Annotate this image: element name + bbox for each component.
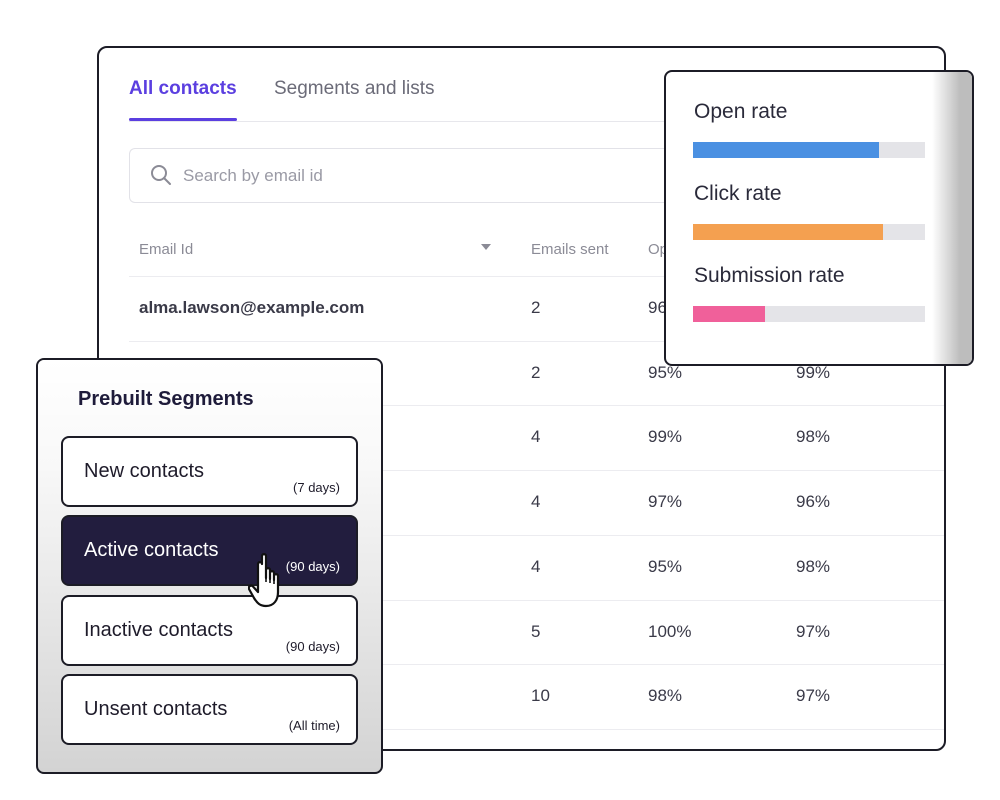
cell-open-rate: 98% <box>648 686 683 706</box>
submission-rate-bar <box>693 306 925 322</box>
open-rate-bar <box>693 142 925 158</box>
segments-title: Prebuilt Segments <box>78 388 254 410</box>
submission-rate-bar-fill <box>693 306 765 322</box>
segment-inactive-contacts[interactable]: Inactive contacts (90 days) <box>61 595 358 666</box>
segment-name: Unsent contacts <box>84 698 228 720</box>
cell-click-rate: 96% <box>796 492 831 512</box>
segment-period: (All time) <box>288 718 340 733</box>
row-divider <box>129 341 944 342</box>
active-tab-indicator <box>129 118 237 121</box>
cell-open-rate: 96 <box>648 298 667 317</box>
cell-click-rate: 97% <box>796 621 831 641</box>
row-divider <box>129 664 944 665</box>
cell-emails-sent: 4 <box>531 556 541 576</box>
segment-name: Inactive contacts <box>84 619 233 641</box>
segment-active-contacts[interactable]: Active contacts (90 days) <box>61 515 358 586</box>
tab-all-contacts[interactable]: All contacts <box>129 78 237 99</box>
prebuilt-segments-panel: Prebuilt Segments New contacts (7 days) … <box>36 358 383 774</box>
cell-click-rate: 98% <box>796 556 831 576</box>
row-divider <box>129 470 944 471</box>
segment-name: New contacts <box>84 460 205 482</box>
cell-open-rate: 100% <box>648 621 692 641</box>
hand-pointer-icon <box>247 552 296 615</box>
cell-click-rate: 99% <box>796 362 831 382</box>
cell-email: alma.lawson@example.com <box>139 298 365 317</box>
search-box <box>129 148 689 203</box>
segment-period: (7 days) <box>293 480 340 495</box>
cell-emails-sent: 5 <box>531 621 541 641</box>
tab-bar: All contacts Segments and lists <box>129 48 689 122</box>
cell-emails-sent: 2 <box>531 362 541 382</box>
row-divider <box>129 405 944 406</box>
click-rate-bar-fill <box>693 224 884 240</box>
cell-emails-sent: 10 <box>531 686 550 706</box>
cell-click-rate: 97% <box>796 686 831 706</box>
cell-open-rate: 95% <box>648 362 683 382</box>
segment-period: (90 days) <box>285 559 340 574</box>
cell-emails-sent: 2 <box>531 298 541 317</box>
segment-name: Active contacts <box>84 539 219 561</box>
search-input[interactable] <box>183 149 663 202</box>
column-header-open-rate[interactable]: Op <box>648 241 669 258</box>
click-rate-bar <box>693 224 925 240</box>
click-rate-label: Click rate <box>694 182 782 205</box>
row-divider <box>129 276 944 277</box>
column-header-email[interactable]: Email Id <box>139 241 194 258</box>
tab-segments-and-lists[interactable]: Segments and lists <box>274 78 435 99</box>
cell-open-rate: 95% <box>648 556 683 576</box>
column-header-emails-sent[interactable]: Emails sent <box>531 241 609 258</box>
cell-open-rate: 97% <box>648 492 683 512</box>
row-divider <box>129 600 944 601</box>
row-divider <box>129 729 944 730</box>
row-divider <box>129 535 944 536</box>
submission-rate-label: Submission rate <box>694 264 845 287</box>
rate-summary-panel: Open rate Click rate Submission rate <box>664 70 974 366</box>
search-icon <box>150 164 172 191</box>
cell-emails-sent: 4 <box>531 492 541 512</box>
open-rate-label: Open rate <box>694 100 788 123</box>
segment-unsent-contacts[interactable]: Unsent contacts (All time) <box>61 674 358 745</box>
panel-shadow <box>932 72 972 364</box>
cell-emails-sent: 4 <box>531 427 541 447</box>
sort-caret-icon[interactable] <box>481 244 491 250</box>
segment-period: (90 days) <box>285 639 340 654</box>
cell-open-rate: 99% <box>648 427 683 447</box>
cell-click-rate: 98% <box>796 427 831 447</box>
open-rate-bar-fill <box>693 142 879 158</box>
segment-new-contacts[interactable]: New contacts (7 days) <box>61 436 358 507</box>
